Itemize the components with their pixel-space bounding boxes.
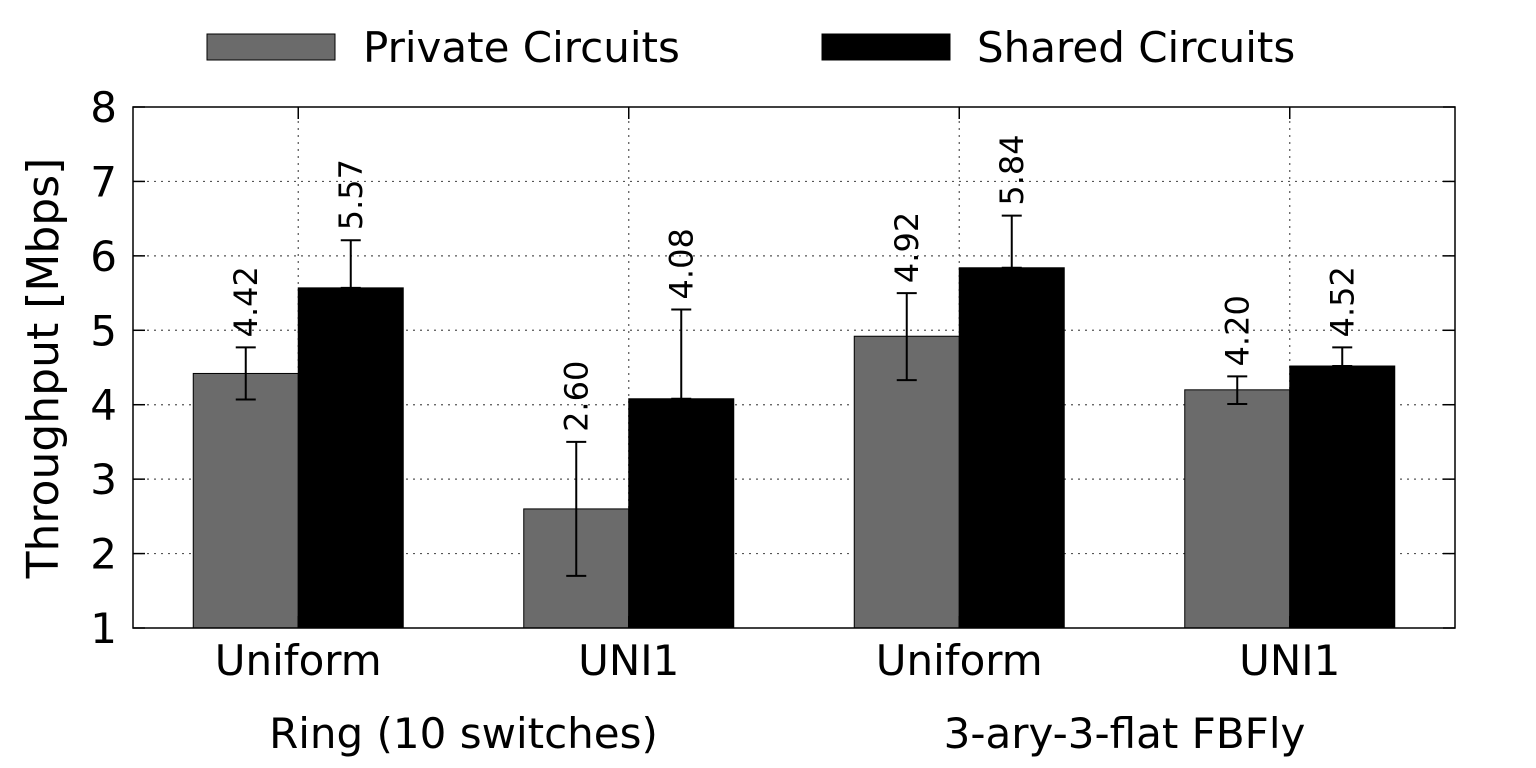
x-category-label: UNI1 [1239,636,1340,685]
bars [192,267,1396,629]
y-tick-label: 7 [90,157,117,206]
bar-shared [958,267,1065,629]
legend: Private Circuits Shared Circuits [206,23,1295,72]
bar-shared [1289,365,1396,629]
plot-frame [132,106,1456,629]
data-label: 4.20 [1218,295,1256,366]
legend-label: Shared Circuits [977,23,1295,72]
y-tick-label: 1 [90,604,117,653]
data-labels: 4.42 2.60 4.92 4.20 5.57 4.08 5.84 4.52 [227,134,1362,432]
bar-shared [297,287,404,629]
y-tick-label: 6 [90,232,117,281]
x-category-label: Uniform [215,636,382,685]
data-label: 4.92 [888,212,926,283]
data-label: 4.52 [1323,266,1361,337]
y-tick-label: 4 [90,381,117,430]
x-category-label: Uniform [876,636,1043,685]
data-label: 4.08 [662,228,700,299]
y-axis-label: Throughput [Mbps] [18,158,69,580]
x-category-label: UNI1 [578,636,679,685]
legend-swatch-private [206,33,336,61]
y-tick-label: 8 [90,83,117,132]
bar-shared [628,398,735,629]
data-label: 5.84 [993,134,1031,205]
data-label: 5.57 [332,159,370,230]
y-tick-label: 2 [90,530,117,579]
y-tick-label: 5 [90,306,117,355]
data-label: 2.60 [557,361,595,432]
bar-private [1184,389,1291,629]
data-label: 4.42 [227,266,265,337]
x-category-labels: Uniform UNI1 Uniform UNI1 [215,636,1341,685]
error-bars [235,214,1353,577]
x-group-label: 3-ary-3-flat FBFly [944,709,1306,758]
y-ticks: 1 2 3 4 5 6 7 8 [90,83,1455,653]
x-group-label: Ring (10 switches) [269,709,658,758]
bar-private [192,372,299,629]
x-group-labels: Ring (10 switches) 3-ary-3-flat FBFly [269,709,1305,758]
y-tick-label: 3 [90,455,117,504]
legend-swatch-shared [821,33,951,61]
legend-label: Private Circuits [363,23,680,72]
